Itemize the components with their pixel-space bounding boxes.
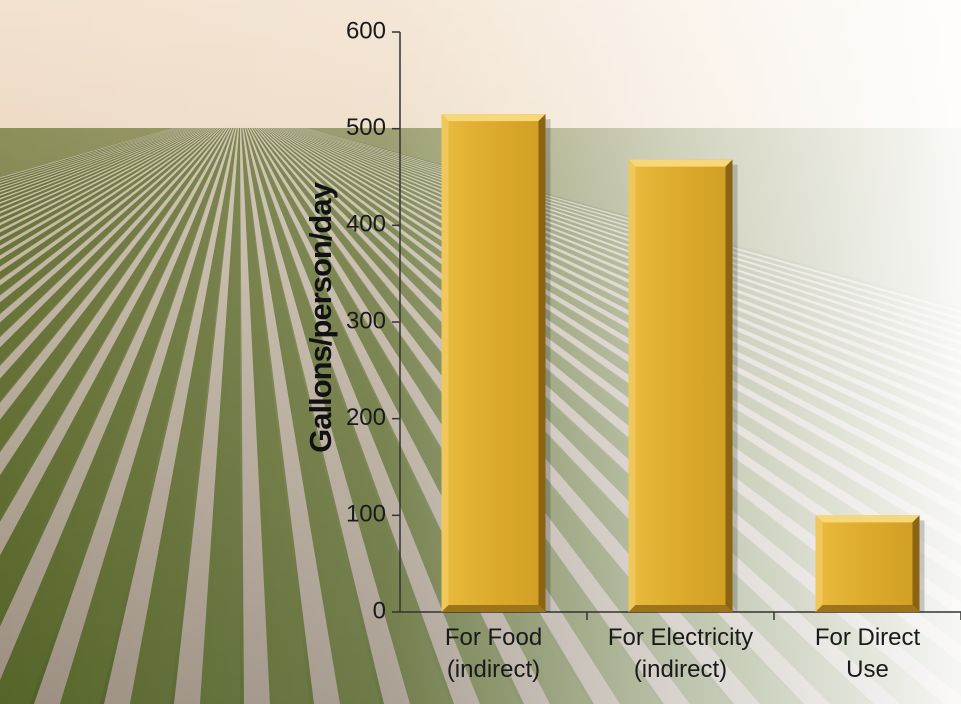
x-category-label: For Direct (815, 624, 921, 651)
x-category-label: For Food (445, 624, 542, 651)
x-category-label: For Electricity (608, 624, 753, 651)
y-tick-label: 500 (346, 114, 386, 141)
y-tick-label: 0 (373, 597, 386, 624)
y-axis-title: Gallons/person/day (303, 181, 338, 452)
x-category-label: (indirect) (634, 656, 727, 683)
x-category-label: Use (846, 656, 889, 683)
bar (441, 114, 551, 613)
y-tick-label: 600 (346, 17, 386, 44)
y-tick-label: 400 (346, 211, 386, 238)
y-tick-label: 100 (346, 501, 386, 528)
y-tick-label: 200 (346, 404, 386, 431)
x-category-label: (indirect) (447, 656, 540, 683)
bar (815, 515, 925, 612)
bar (628, 159, 738, 612)
y-tick-label: 300 (346, 307, 386, 334)
